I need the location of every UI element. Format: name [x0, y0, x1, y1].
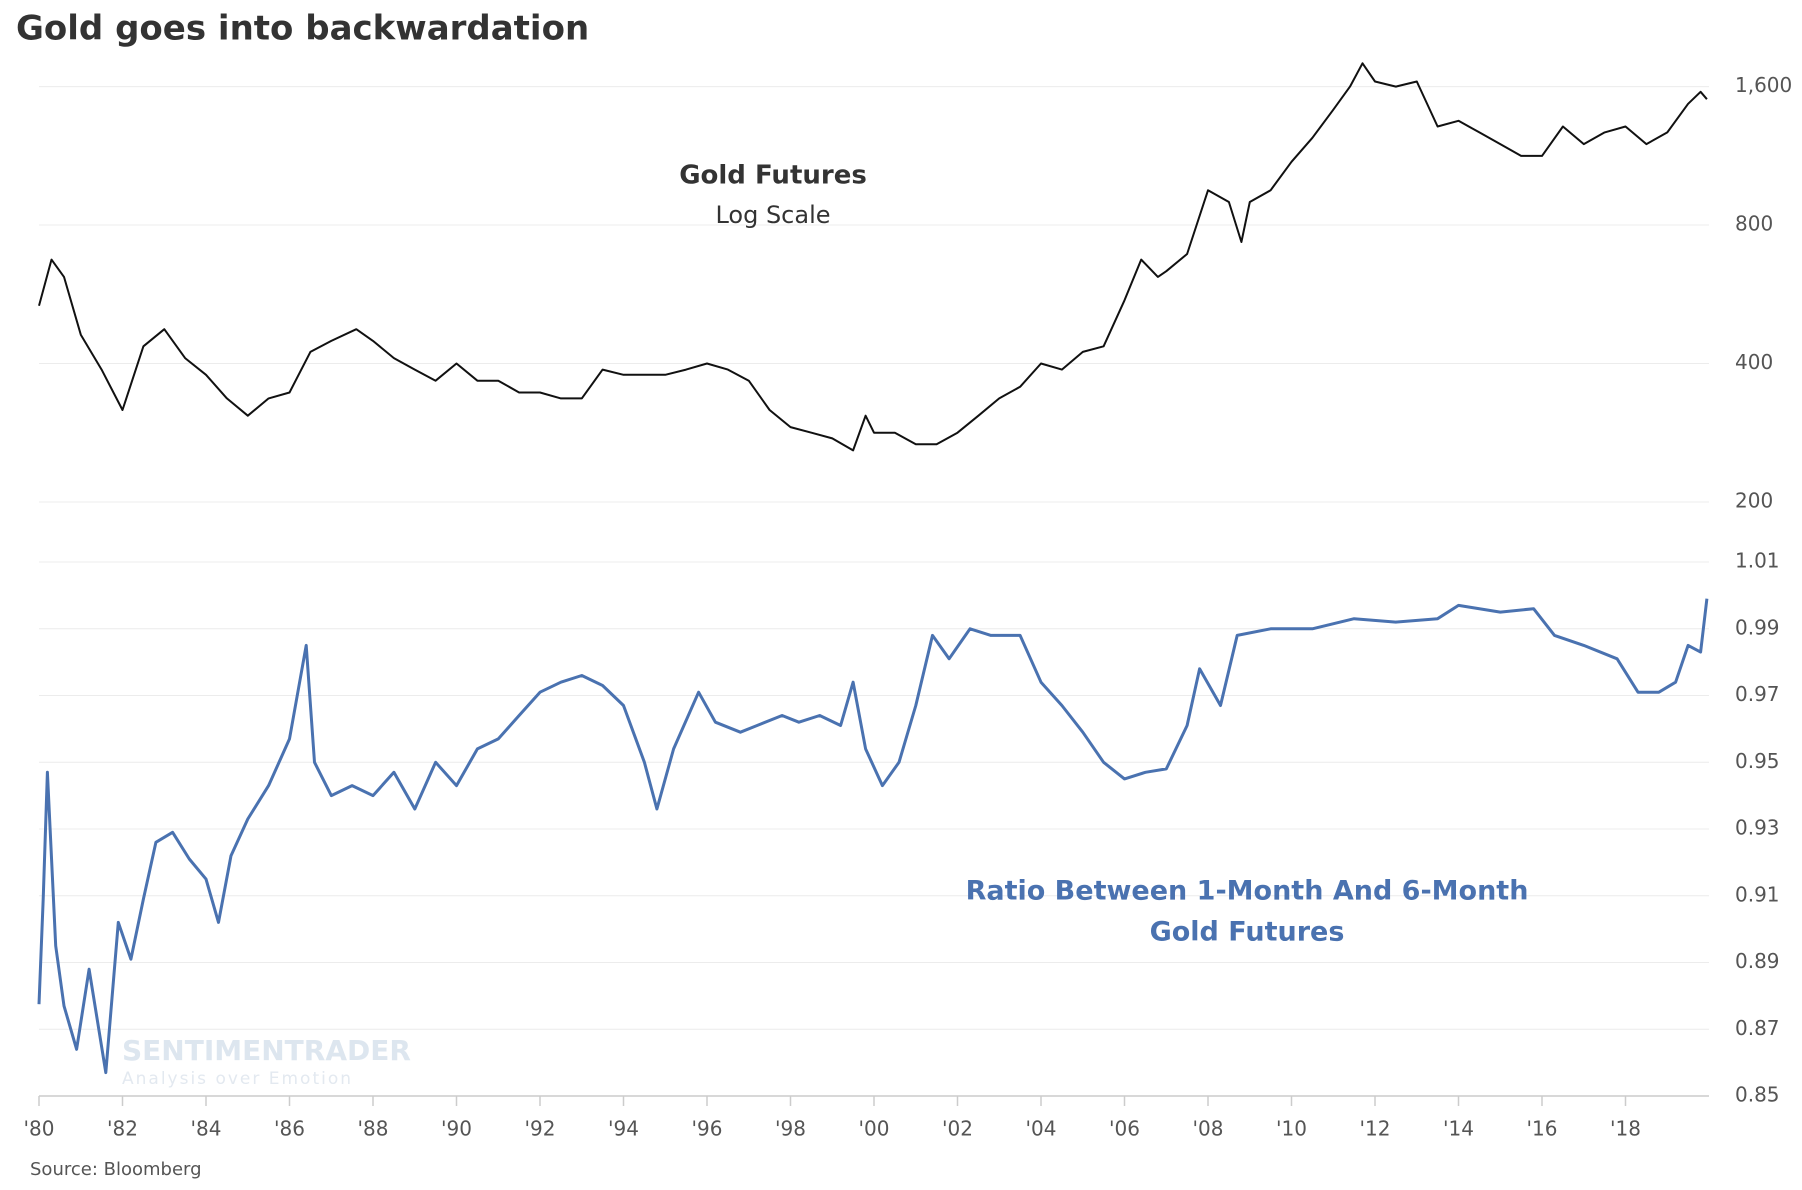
watermark: Analysis over Emotion — [122, 1069, 353, 1089]
x-tick-label: '02 — [942, 1117, 973, 1141]
x-tick-label: '80 — [24, 1117, 55, 1141]
x-tick-label: '92 — [525, 1117, 556, 1141]
y-tick-label: 800 — [1735, 212, 1773, 236]
chart-title: Gold goes into backwardation — [16, 9, 589, 49]
x-tick-label: '98 — [775, 1117, 806, 1141]
y-tick-label: 200 — [1735, 489, 1773, 513]
y-tick-label: 0.89 — [1735, 949, 1780, 973]
y-tick-label: 0.91 — [1735, 882, 1780, 906]
x-tick-label: '84 — [191, 1117, 222, 1141]
y-tick-label: 0.85 — [1735, 1083, 1780, 1107]
x-tick-label: '86 — [274, 1117, 305, 1141]
watermark: SENTIMENTRADER — [122, 1034, 411, 1067]
y-tick-label: 0.95 — [1735, 749, 1780, 773]
y-tick-label: 0.93 — [1735, 816, 1780, 840]
annotation: Ratio Between 1-Month And 6-Month — [966, 876, 1529, 907]
y-tick-label: 400 — [1735, 350, 1773, 374]
x-tick-label: '82 — [107, 1117, 138, 1141]
source: Source: Bloomberg — [30, 1159, 202, 1180]
x-tick-label: '88 — [358, 1117, 389, 1141]
x-tick-label: '12 — [1360, 1117, 1391, 1141]
annotation: Gold Futures — [1150, 917, 1345, 948]
data-line — [37, 598, 1709, 1075]
y-tick-label: 1.01 — [1735, 549, 1780, 573]
x-tick-label: '08 — [1193, 1117, 1224, 1141]
y-tick-label: 0.87 — [1735, 1016, 1780, 1040]
x-tick-label: '96 — [692, 1117, 723, 1141]
annotation: Gold Futures — [679, 161, 867, 191]
y-tick-label: 1,600 — [1735, 73, 1792, 97]
annotation: Log Scale — [715, 201, 830, 229]
data-line — [38, 62, 1708, 452]
x-tick-label: '06 — [1109, 1117, 1140, 1141]
x-tick-label: '94 — [608, 1117, 639, 1141]
y-tick-label: 0.99 — [1735, 615, 1780, 639]
x-tick-label: '90 — [441, 1117, 472, 1141]
x-tick-label: '14 — [1443, 1117, 1474, 1141]
y-tick-label: 0.97 — [1735, 682, 1780, 706]
x-tick-label: '10 — [1276, 1117, 1307, 1141]
x-tick-label: '16 — [1527, 1117, 1558, 1141]
x-tick-label: '00 — [859, 1117, 890, 1141]
x-tick-label: '18 — [1610, 1117, 1641, 1141]
x-tick-label: '04 — [1026, 1117, 1057, 1141]
